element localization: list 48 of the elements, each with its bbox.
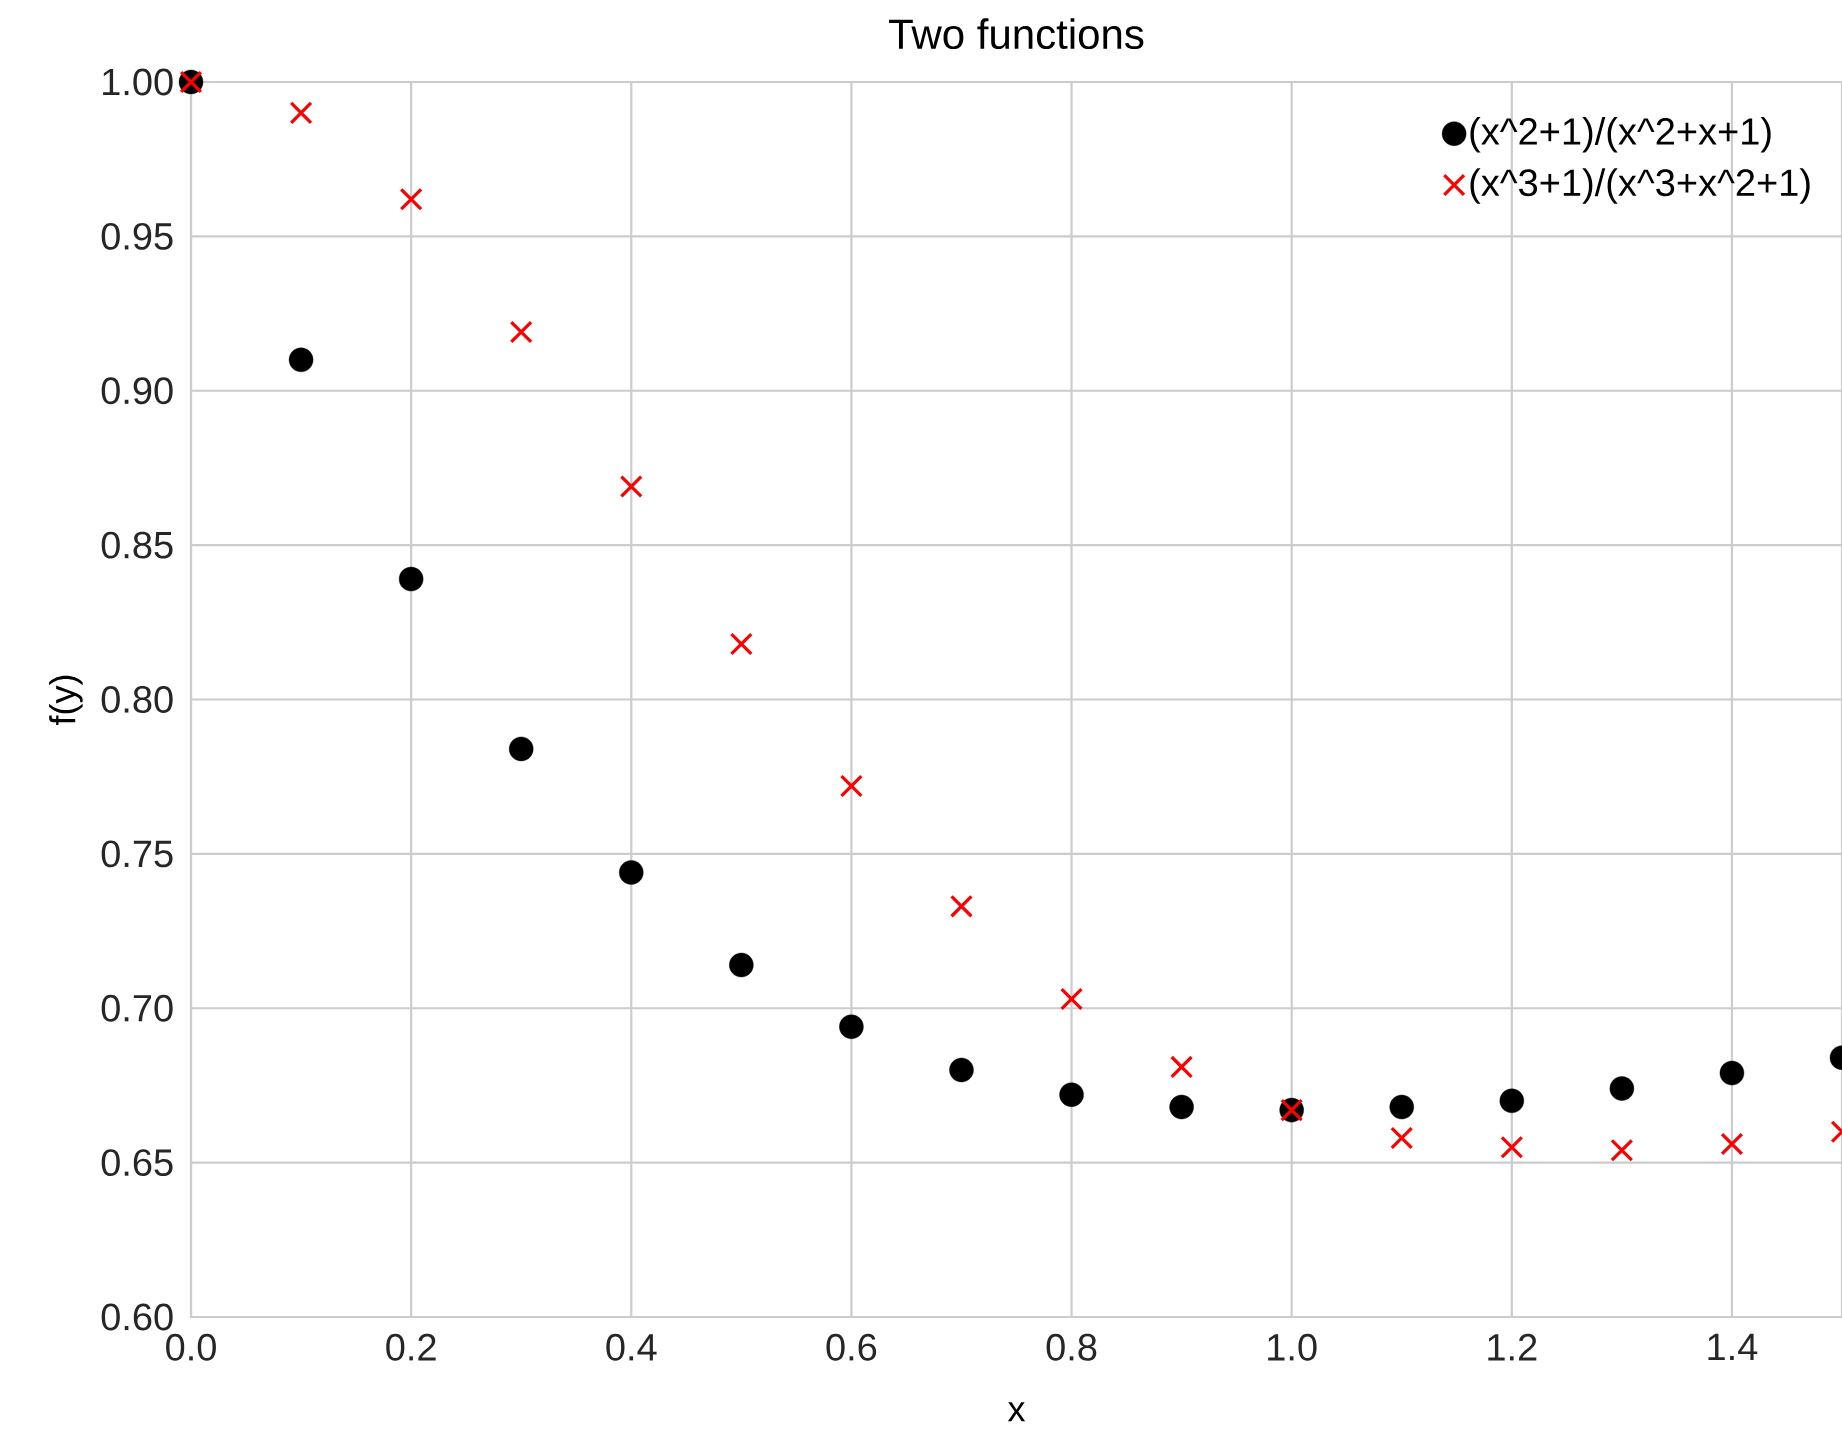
x-tick-label: 1.2 (1488, 1333, 1537, 1361)
point (1170, 1055, 1194, 1079)
x-tick-label: 0.4 (606, 1333, 657, 1361)
y-axis-title: f(y) (49, 675, 83, 725)
y-tick-label: 0.85 (101, 531, 173, 559)
point (289, 101, 313, 125)
point (729, 632, 753, 656)
x-tick-label: 0.6 (826, 1333, 877, 1361)
point (288, 347, 314, 373)
legend-label: (x^2+1)/(x^2+x+1) (1470, 117, 1771, 153)
x-axis-title: x (1007, 1402, 1026, 1422)
point (1499, 1088, 1525, 1114)
point (949, 1057, 974, 1083)
point (1059, 1082, 1084, 1107)
point (949, 894, 973, 918)
y-tick-label: 0.80 (101, 686, 173, 713)
point (1720, 1132, 1744, 1156)
y-tick-label: 0.70 (101, 994, 173, 1022)
x-tick-label: 1.4 (1708, 1333, 1758, 1360)
y-tick-label: 0.75 (101, 840, 173, 868)
y-tick-label: 0.60 (101, 1303, 173, 1331)
y-tick-label: 0.90 (101, 377, 173, 405)
y-tick-label: 0.95 (101, 222, 173, 250)
point (1500, 1135, 1524, 1159)
point (509, 320, 533, 344)
y-tick-label: 1.00 (103, 68, 173, 96)
x-tick-label: 0.8 (1046, 1333, 1097, 1361)
x-tick-label: 0.2 (386, 1333, 436, 1361)
point (729, 952, 754, 978)
point (1060, 987, 1084, 1011)
point (839, 1014, 864, 1039)
point (509, 736, 534, 762)
point (1609, 1076, 1635, 1101)
point (1169, 1094, 1194, 1120)
point (1390, 1126, 1414, 1150)
point (1719, 1060, 1745, 1086)
x-tick-label: 1.0 (1268, 1333, 1317, 1361)
point (839, 774, 863, 798)
point (619, 860, 644, 885)
chart-title: Two functions (889, 18, 1144, 50)
point (619, 474, 643, 498)
legend-label: (x^3+1)/(x^3+x^2+1) (1470, 168, 1810, 204)
point (1610, 1138, 1634, 1162)
point (399, 187, 423, 211)
point (1389, 1094, 1414, 1120)
y-tick-label: 0.65 (101, 1149, 173, 1177)
x-tick-label: 0.0 (166, 1333, 216, 1361)
point (398, 566, 424, 592)
